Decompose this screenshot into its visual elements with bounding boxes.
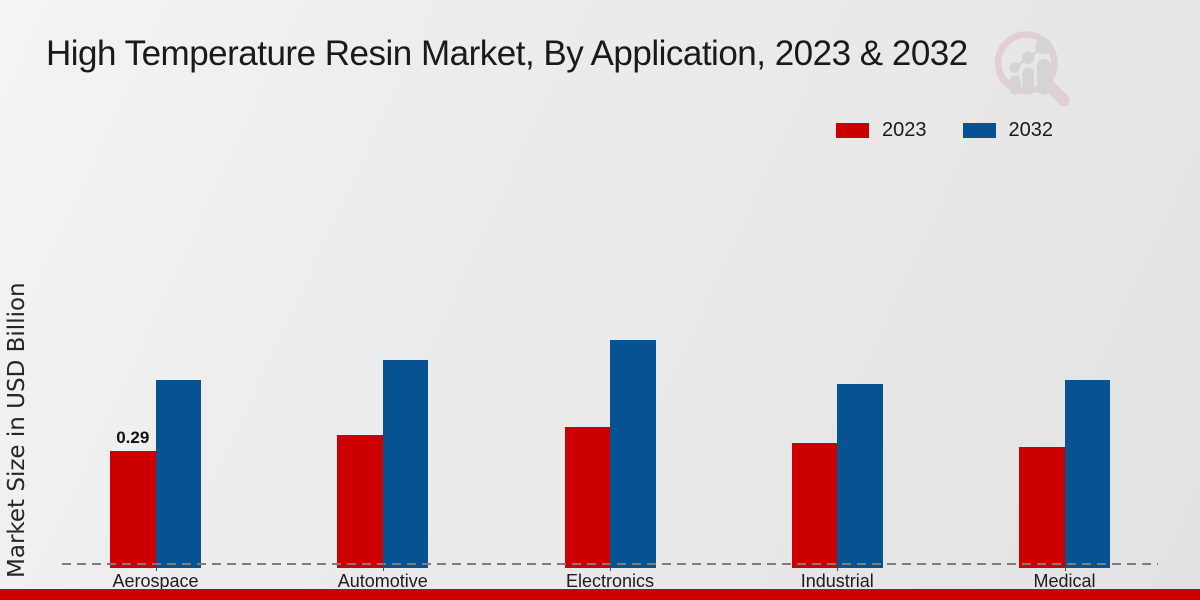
footer-strip	[0, 589, 1200, 600]
category-label-industrial: Industrial	[800, 571, 874, 591]
category-label-medical: Medical	[1033, 571, 1096, 591]
legend-swatch-2023	[836, 123, 869, 138]
legend-swatch-2032	[962, 123, 996, 138]
bar-2023-medical	[1019, 447, 1065, 568]
bar-2023-electronics	[564, 427, 610, 568]
chart-title: High Temperature Resin Market, By Applic…	[46, 34, 968, 73]
legend-item-2023: 2023	[836, 119, 927, 142]
category-label-automotive: Automotive	[337, 571, 428, 591]
bar-2023-industrial	[791, 443, 838, 568]
x-axis-tick	[155, 564, 157, 571]
bar-2032-medical	[1064, 380, 1110, 568]
x-axis-tick	[610, 564, 611, 571]
bar-2032-automotive	[382, 360, 429, 568]
legend-label-2023: 2023	[882, 119, 927, 141]
bar-value-label: 0.29	[116, 428, 150, 447]
bar-2032-electronics	[610, 340, 656, 568]
x-axis-tick	[382, 564, 384, 571]
category-label-aerospace: Aerospace	[112, 571, 199, 591]
legend: 2023 2032	[836, 119, 1053, 142]
x-axis-tick	[1064, 564, 1066, 571]
magnifier-bar-chart-logo-icon	[994, 31, 1070, 107]
bar-2032-industrial	[837, 384, 883, 568]
legend-item-2032: 2032	[962, 119, 1054, 142]
bar-2023-automotive	[337, 435, 383, 568]
legend-label-2032: 2032	[1008, 119, 1054, 141]
category-label-electronics: Electronics	[565, 571, 655, 591]
bar-2023-aerospace	[110, 451, 156, 568]
bar-2032-aerospace	[155, 380, 201, 568]
x-axis-tick	[837, 564, 839, 571]
